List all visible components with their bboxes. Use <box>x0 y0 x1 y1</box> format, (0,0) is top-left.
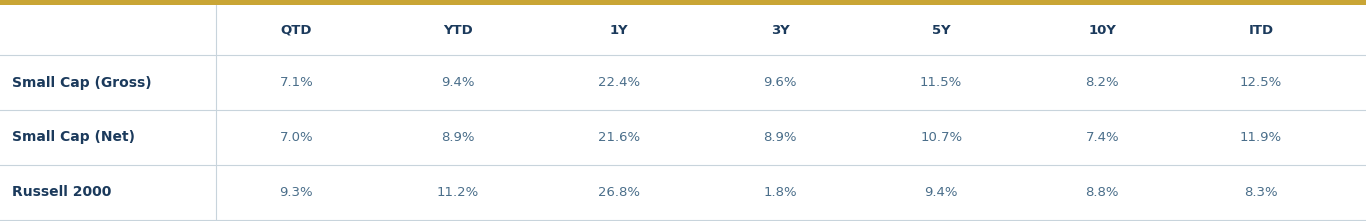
Text: 22.4%: 22.4% <box>598 76 639 89</box>
Text: Small Cap (Net): Small Cap (Net) <box>12 130 135 145</box>
Text: ITD: ITD <box>1249 23 1273 36</box>
Text: 9.4%: 9.4% <box>925 186 958 199</box>
Text: 1Y: 1Y <box>609 23 628 36</box>
Text: 5Y: 5Y <box>932 23 951 36</box>
Text: 7.0%: 7.0% <box>280 131 313 144</box>
Text: 8.3%: 8.3% <box>1244 186 1277 199</box>
Text: 10Y: 10Y <box>1089 23 1116 36</box>
Text: 8.9%: 8.9% <box>441 131 474 144</box>
Text: Russell 2000: Russell 2000 <box>12 185 112 200</box>
Text: 11.5%: 11.5% <box>921 76 962 89</box>
Text: 9.3%: 9.3% <box>280 186 313 199</box>
Text: 12.5%: 12.5% <box>1240 76 1281 89</box>
Text: 21.6%: 21.6% <box>598 131 639 144</box>
Text: 10.7%: 10.7% <box>921 131 962 144</box>
Text: 9.6%: 9.6% <box>764 76 796 89</box>
Text: 26.8%: 26.8% <box>598 186 639 199</box>
Text: 11.9%: 11.9% <box>1240 131 1281 144</box>
Text: QTD: QTD <box>280 23 313 36</box>
Text: YTD: YTD <box>443 23 473 36</box>
Text: 9.4%: 9.4% <box>441 76 474 89</box>
Bar <box>0 0 1366 5</box>
Text: 7.4%: 7.4% <box>1086 131 1119 144</box>
Text: 7.1%: 7.1% <box>280 76 313 89</box>
Text: 1.8%: 1.8% <box>764 186 796 199</box>
Text: Small Cap (Gross): Small Cap (Gross) <box>12 76 152 90</box>
Text: 3Y: 3Y <box>770 23 790 36</box>
Text: 8.2%: 8.2% <box>1086 76 1119 89</box>
Text: 8.9%: 8.9% <box>764 131 796 144</box>
Text: 11.2%: 11.2% <box>437 186 478 199</box>
Text: 8.8%: 8.8% <box>1086 186 1119 199</box>
